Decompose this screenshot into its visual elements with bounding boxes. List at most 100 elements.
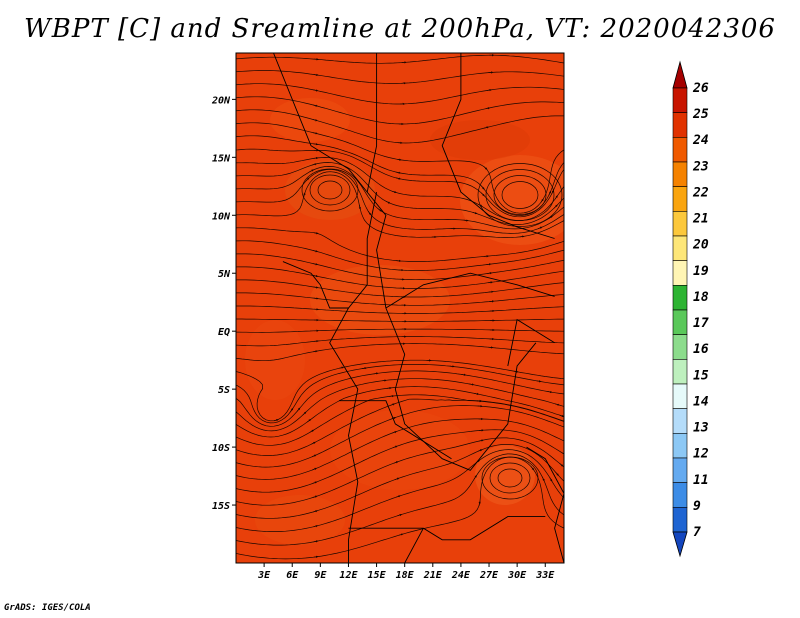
stream-arrow	[313, 286, 319, 289]
streamline	[236, 166, 564, 230]
colorbar-swatch	[672, 482, 688, 508]
lat-axis: 20N 15N 10N 5N EQ 5S 10S 15S	[211, 95, 236, 512]
stream-arrow	[484, 126, 490, 129]
border-line	[348, 516, 546, 541]
stream-arrow	[390, 403, 396, 406]
colorbar-swatch	[672, 260, 688, 286]
stream-arrow	[481, 185, 485, 190]
chart-title: WBPT [C] and Sreamline at 200hPa, VT: 20…	[24, 14, 776, 44]
streamline	[236, 418, 564, 480]
streamline	[236, 54, 564, 64]
stream-arrow	[540, 198, 544, 203]
field-patch	[460, 155, 564, 245]
lat-tick-label: 15N	[212, 153, 231, 164]
streamline	[485, 169, 555, 221]
stream-arrow	[485, 107, 491, 110]
stream-arrow	[303, 192, 306, 198]
colorbar-swatch	[672, 359, 688, 385]
streamline	[236, 378, 564, 432]
stream-arrow	[395, 495, 401, 498]
border-line	[366, 53, 387, 309]
streamline	[493, 175, 547, 215]
colorbar-swatch	[672, 235, 688, 261]
stream-arrow	[296, 407, 301, 412]
colorbar-label: 25	[692, 107, 709, 122]
stream-arrow	[311, 441, 316, 445]
field-patch	[475, 445, 535, 505]
colorbar-swatch	[672, 186, 688, 212]
stream-arrow	[313, 232, 319, 235]
streamline	[236, 437, 564, 506]
streamline	[489, 462, 531, 494]
colorbar-label: 16	[693, 342, 709, 357]
colorbar-label: 23	[692, 159, 709, 174]
stream-arrow	[302, 411, 307, 416]
streamline	[236, 456, 564, 560]
country-borders	[273, 53, 564, 563]
stream-arrow	[312, 132, 318, 135]
colorbar-label: 17	[693, 316, 709, 331]
stream-arrow	[396, 158, 402, 161]
stream-arrow	[313, 104, 319, 107]
colorbar-label: 26	[692, 81, 709, 96]
field-patch	[255, 495, 345, 545]
colorbar-label: 9	[693, 499, 701, 514]
lat-tick-label: EQ	[218, 327, 230, 338]
colorbar-label: 18	[693, 290, 709, 305]
border-line	[526, 446, 564, 563]
stream-arrow	[519, 235, 525, 238]
stream-arrow	[396, 171, 402, 174]
stream-arrow	[559, 414, 564, 418]
stream-arrow	[513, 370, 519, 373]
streamline	[236, 405, 564, 468]
stream-arrow	[313, 263, 319, 266]
streamline	[301, 168, 359, 212]
stream-arrow	[555, 471, 559, 476]
border-line	[273, 53, 368, 193]
colorbar-label: 21	[692, 212, 709, 227]
colorbar-label: 13	[693, 421, 709, 436]
colorbar-label: 19	[693, 264, 709, 279]
stream-arrow	[273, 418, 279, 422]
streamline	[236, 148, 564, 218]
colorbar-label: 20	[692, 238, 709, 253]
stream-arrow	[312, 481, 318, 484]
colorbar-bottom-arrow	[672, 531, 688, 558]
credit-label: GrADS: IGES/COLA	[4, 603, 91, 613]
stream-arrow	[305, 177, 310, 182]
streamline	[481, 456, 539, 500]
colorbar-label: 7	[693, 525, 701, 540]
lat-tick-label: 5S	[218, 385, 230, 396]
field-patch	[310, 265, 450, 335]
lat-tick-label: 5N	[218, 269, 231, 280]
stream-arrow	[392, 431, 398, 434]
field-patch	[285, 160, 375, 220]
colorbar-label: 11	[693, 473, 709, 488]
stream-arrow	[549, 477, 553, 482]
lon-tick-label: 9E	[314, 570, 327, 581]
colorbar-swatch	[672, 433, 688, 459]
streamline	[236, 444, 564, 519]
streamline	[236, 171, 564, 238]
border-line	[385, 307, 537, 471]
stream-arrow	[486, 88, 493, 92]
border-line	[385, 272, 555, 309]
stream-arrow	[394, 477, 400, 480]
colorbar-swatch	[672, 285, 688, 311]
streamline	[236, 162, 564, 225]
streamline	[236, 135, 564, 216]
streamline	[236, 305, 564, 314]
stream-arrow	[309, 429, 315, 433]
colorbar-swatch	[672, 309, 688, 335]
stream-arrow	[358, 204, 361, 210]
streamline	[236, 386, 564, 438]
stream-arrow	[313, 73, 319, 76]
stream-arrow	[398, 533, 404, 536]
border-line	[404, 527, 424, 563]
stream-arrow	[393, 461, 399, 464]
streamline	[317, 180, 343, 200]
colorbar: 26 25 24 23 22 21 20 19 18 17 16 15 14 13 12 11 9 7	[672, 60, 709, 558]
stream-arrow	[461, 373, 467, 376]
stream-arrow	[312, 119, 318, 122]
